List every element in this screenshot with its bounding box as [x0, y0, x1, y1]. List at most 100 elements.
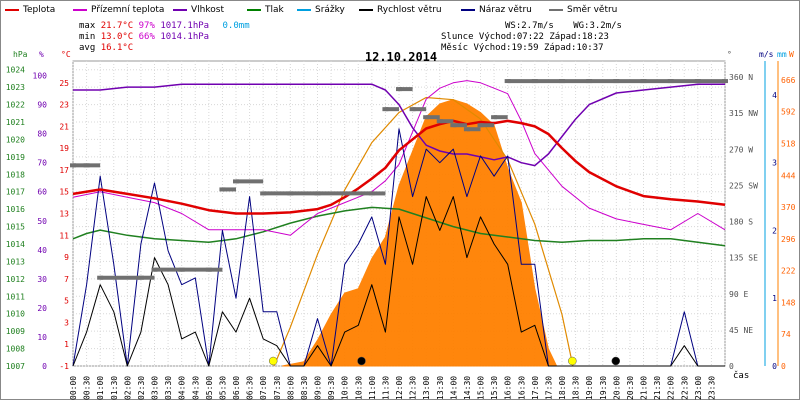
series-ground-temp: [72, 80, 726, 236]
stats-max-row: max 21.7°C 97% 1017.1hPa 0.0mm: [79, 21, 250, 31]
y-tick-humidity: 80: [37, 130, 47, 139]
x-tick-label: 12:30: [409, 376, 418, 400]
y-tick-pressure: 1019: [6, 153, 25, 162]
legend-swatch: [73, 8, 87, 11]
x-tick-label: 15:00: [477, 376, 486, 400]
x-tick-label: 00:30: [83, 376, 92, 400]
x-tick-label: 20:30: [626, 376, 635, 400]
wind-speed-avg: WS:2.7m/s: [505, 21, 554, 31]
wind-summary: WS:2.7m/s WG:3.2m/s: [505, 21, 622, 31]
sun-moon-markers: [268, 356, 621, 366]
x-tick-label: 07:30: [273, 376, 282, 400]
x-tick-label: 13:00: [422, 376, 431, 400]
x-tick-label: 06:00: [232, 376, 241, 400]
y-tick-wind-dir: 0: [729, 362, 734, 371]
legend-swatch: [461, 8, 475, 11]
y-tick-temp: 5: [64, 297, 69, 306]
y-tick-temp: 11: [59, 231, 69, 240]
y-tick-humidity: 50: [37, 217, 47, 226]
series-humidity: [73, 83, 725, 167]
legend-swatch: [297, 8, 311, 11]
y-tick-temp: 13: [59, 210, 69, 219]
x-tick-label: 16:00: [504, 376, 513, 400]
y-tick-pressure: 1011: [6, 292, 25, 301]
stats-min-row: min 13.0°C 66% 1014.1hPa: [79, 32, 209, 42]
y-tick-humidity: 30: [37, 275, 47, 284]
y-tick-wind-speed: 0: [772, 362, 777, 371]
x-tick-label: 16:30: [517, 376, 526, 400]
x-tick-label: 01:00: [96, 376, 105, 400]
x-tick-label: 17:30: [544, 376, 553, 400]
legend-item-vlhkost: Vlhkost: [173, 5, 224, 15]
sun-times: Slunce Východ:07:22 Západ:18:23: [441, 32, 609, 42]
axis-unit-label: °: [727, 50, 732, 59]
x-tick-label: 05:30: [218, 376, 227, 400]
y-tick-wind-dir: 45 NE: [729, 326, 753, 335]
series-wind-speed: [72, 196, 725, 367]
y-tick-pressure: 1022: [6, 101, 25, 110]
stat-min-pressure: 1014.1hPa: [160, 32, 210, 42]
y-tick-solar: 666: [781, 76, 796, 85]
axis-unit-label: m/s: [759, 50, 774, 59]
y-tick-pressure: 1017: [6, 188, 25, 197]
y-tick-humidity: 60: [37, 188, 47, 197]
legend-label: Srážky: [315, 5, 345, 15]
grid: [72, 60, 726, 367]
axis-unit-label: hPa: [13, 50, 28, 59]
legend-item-tlak: Tlak: [247, 5, 284, 15]
y-tick-temp: 1: [64, 340, 69, 349]
wind-gust-avg: WG:3.2m/s: [573, 21, 622, 31]
y-tick-humidity: 70: [37, 159, 47, 168]
x-tick-label: 03:00: [151, 376, 160, 400]
x-tick-label: 14:30: [463, 376, 472, 400]
y-tick-solar: 74: [781, 330, 791, 339]
y-tick-wind-dir: 270 W: [729, 145, 753, 154]
y-tick-solar: 296: [781, 235, 796, 244]
y-tick-pressure: 1010: [6, 310, 25, 319]
x-tick-label: 22:00: [667, 376, 676, 400]
x-tick-label: 20:00: [612, 376, 621, 400]
legend-label: Rychlost větru: [377, 5, 442, 15]
marker-sunrise: [268, 356, 278, 366]
legend-swatch: [247, 8, 261, 11]
x-tick-label: 10:30: [354, 376, 363, 400]
y-tick-temp: 9: [64, 253, 69, 262]
x-tick-label: 03:30: [164, 376, 173, 400]
y-tick-temp: 15: [59, 188, 69, 197]
x-tick-label: 21:00: [640, 376, 649, 400]
y-tick-humidity: 10: [37, 333, 47, 342]
x-axis-label: čas: [733, 370, 749, 381]
y-tick-pressure: 1023: [6, 83, 25, 92]
y-tick-pressure: 1021: [6, 118, 25, 127]
y-tick-temp: 17: [59, 166, 69, 175]
x-tick-label: 14:00: [449, 376, 458, 400]
y-tick-pressure: 1008: [6, 345, 25, 354]
y-tick-pressure: 1009: [6, 327, 25, 336]
y-tick-humidity: 40: [37, 246, 47, 255]
y-tick-wind-dir: 315 NW: [729, 109, 758, 118]
x-tick-label: 18:00: [558, 376, 567, 400]
axis-unit-label: mm: [777, 50, 787, 59]
marker-moonrise: [611, 356, 621, 366]
x-tick-label: 05:00: [205, 376, 214, 400]
moon-times: Měsíc Východ:19:59 Západ:10:37: [441, 43, 604, 53]
y-tick-solar: 0: [781, 362, 786, 371]
legend-label: Přízemní teplota: [91, 5, 165, 15]
y-tick-pressure: 1024: [6, 66, 25, 75]
stat-min-temp: 13.0°C: [100, 32, 134, 42]
y-tick-solar: 592: [781, 108, 796, 117]
x-tick-label: 08:00: [286, 376, 295, 400]
x-tick-label: 00:00: [69, 376, 78, 400]
y-tick-wind-speed: 3: [772, 159, 777, 168]
legend-swatch: [549, 8, 563, 11]
x-tick-label: 23:00: [694, 376, 703, 400]
y-tick-pressure: 1014: [6, 240, 25, 249]
y-tick-temp: 3: [64, 318, 69, 327]
y-tick-solar: 518: [781, 139, 796, 148]
y-tick-pressure: 1007: [6, 362, 25, 371]
stat-label: max: [79, 21, 96, 31]
stat-min-humidity: 66%: [138, 32, 155, 42]
stat-label: min: [79, 32, 96, 42]
